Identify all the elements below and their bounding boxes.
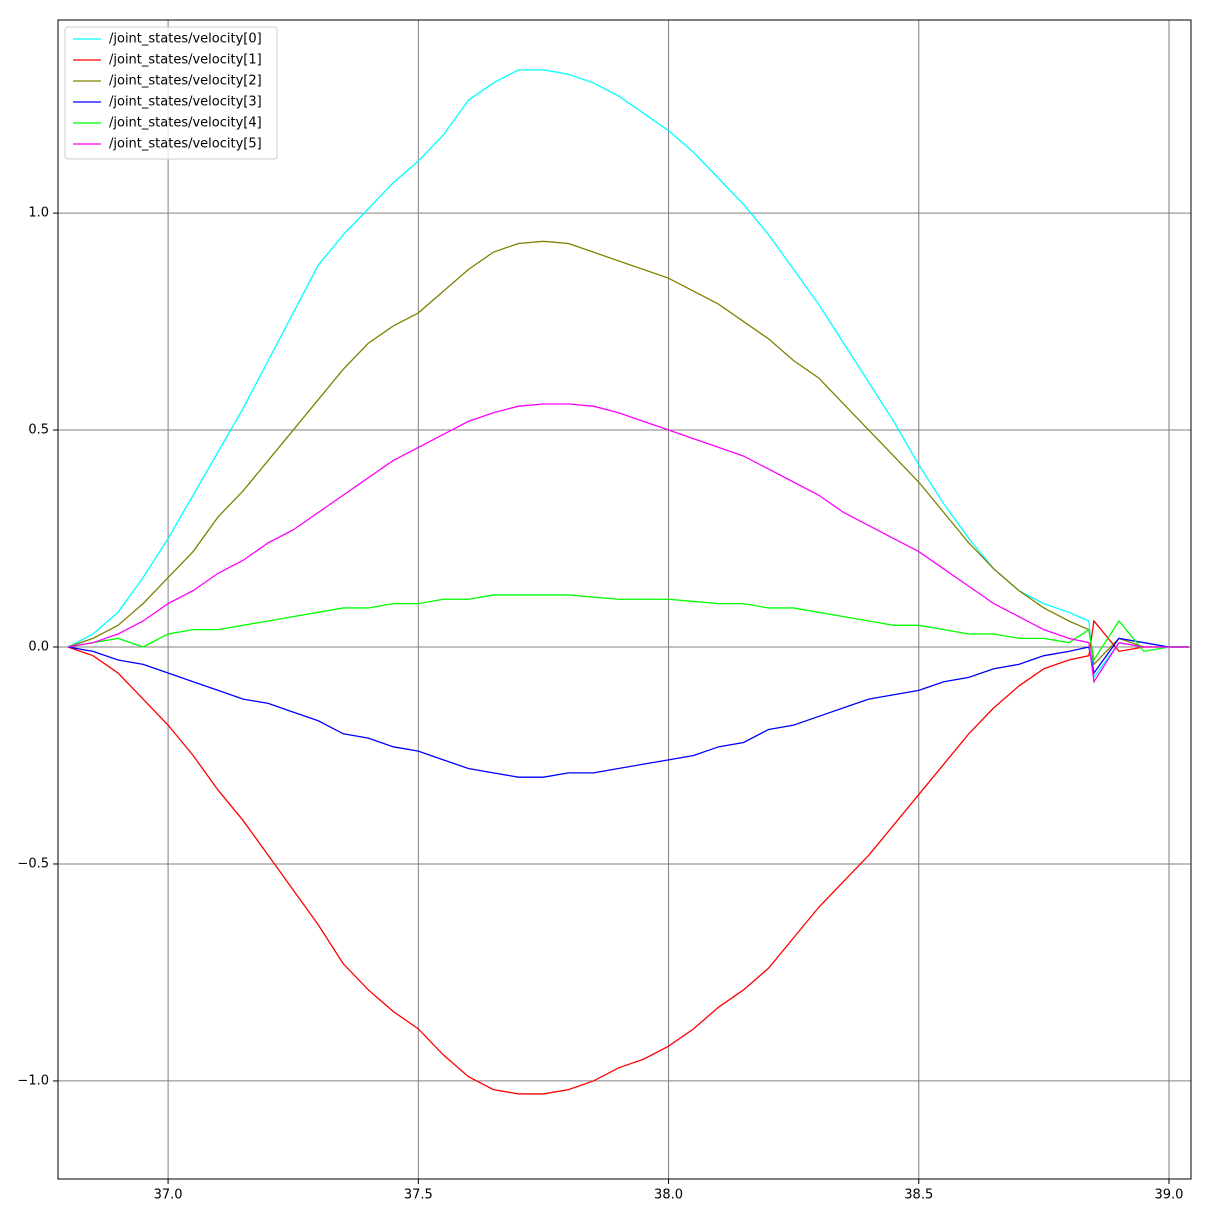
- legend-label: /joint_states/velocity[0]: [109, 32, 262, 47]
- legend-label: /joint_states/velocity[1]: [109, 53, 262, 68]
- data-line: [67, 403, 1189, 684]
- x-tick-label: 39.0: [1155, 1188, 1184, 1203]
- x-tick-label: 38.0: [654, 1188, 683, 1203]
- y-tick-label: 0.5: [28, 423, 49, 438]
- y-tick-label: 0.0: [28, 640, 49, 655]
- data-line: [67, 594, 1189, 662]
- x-tick-label: 37.5: [404, 1188, 433, 1203]
- y-tick-label: −1.0: [17, 1073, 49, 1088]
- legend-label: /joint_states/velocity[2]: [109, 74, 262, 89]
- x-tick-label: 37.0: [154, 1188, 183, 1203]
- y-tick-label: −0.5: [17, 856, 49, 871]
- data-line: [67, 637, 1189, 778]
- legend-label: /joint_states/velocity[5]: [109, 137, 262, 152]
- legend: /joint_states/velocity[0] /joint_states/v…: [64, 26, 278, 160]
- data-line: [67, 69, 1189, 680]
- data-line: [67, 240, 1189, 666]
- legend-label: /joint_states/velocity[3]: [109, 95, 262, 110]
- x-tick-label: 38.5: [904, 1188, 933, 1203]
- legend-box: [64, 26, 278, 160]
- plot-frame: [57, 19, 1192, 1180]
- y-tick-label: 1.0: [28, 206, 49, 221]
- legend-label: /joint_states/velocity[4]: [109, 116, 262, 131]
- data-line: [67, 619, 1189, 1095]
